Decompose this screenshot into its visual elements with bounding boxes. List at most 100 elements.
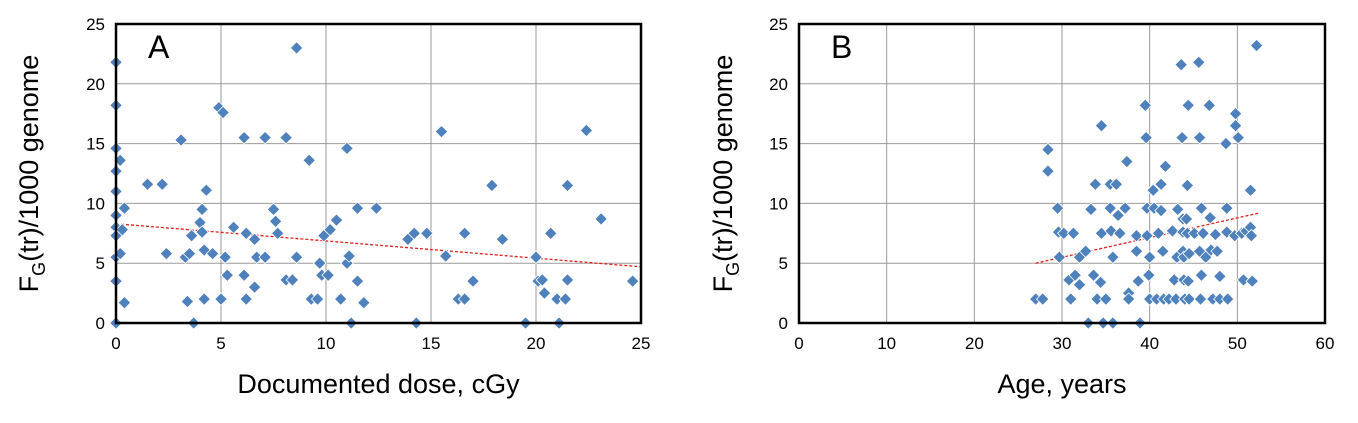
data-point — [258, 250, 272, 264]
data-point — [1174, 57, 1188, 72]
data-point — [1052, 250, 1067, 264]
data-point — [1179, 212, 1194, 226]
data-point — [239, 292, 253, 306]
data-point — [1210, 244, 1224, 259]
data-point — [1220, 292, 1235, 306]
x-tick-label: 10 — [317, 334, 336, 353]
data-point — [1170, 202, 1185, 217]
data-point — [289, 250, 304, 264]
data-point — [182, 246, 197, 261]
data-point — [323, 222, 337, 237]
data-point — [1243, 183, 1258, 198]
data-point — [1193, 292, 1208, 306]
data-point — [369, 201, 384, 215]
y-tick-label: 15 — [86, 135, 105, 154]
data-point — [159, 246, 174, 261]
trendline — [115, 223, 642, 268]
y-axis-title-subscript: G — [723, 262, 743, 276]
data-point — [1129, 244, 1144, 259]
data-point — [1099, 292, 1113, 306]
y-axis-title-rest: (tr)/1000 genome — [14, 55, 44, 262]
data-point — [258, 130, 272, 145]
data-point — [289, 41, 304, 55]
data-point — [1228, 106, 1243, 121]
data-point — [1220, 225, 1234, 239]
y-tick-label: 0 — [779, 314, 788, 333]
data-point — [1120, 154, 1134, 169]
data-point — [1064, 292, 1078, 306]
data-point — [1249, 38, 1264, 53]
x-tick-label: 20 — [965, 334, 984, 353]
x-tick-label: 15 — [422, 334, 441, 353]
data-point — [117, 201, 132, 215]
data-point — [214, 292, 228, 306]
data-point — [434, 124, 449, 139]
data-point — [321, 268, 335, 282]
y-axis-title-rest: (tr)/1000 genome — [708, 55, 738, 262]
data-point — [1088, 177, 1103, 192]
data-point — [1113, 226, 1127, 241]
plot-frame — [114, 22, 643, 325]
data-point — [140, 177, 155, 192]
data-point — [457, 292, 472, 306]
data-point — [1041, 164, 1055, 178]
data-point — [438, 249, 453, 263]
data-point — [1231, 130, 1245, 145]
data-point — [197, 292, 211, 306]
data-point — [535, 273, 550, 287]
y-tick-label: 25 — [86, 15, 105, 34]
data-point — [1181, 98, 1196, 113]
chart-panel-a: 0 5 10 15 20 25 0 5 10 15 20 25 A Documented dose, cG… — [14, 15, 650, 399]
data-point — [1138, 98, 1153, 113]
data-point — [485, 178, 499, 193]
data-point — [1109, 177, 1124, 192]
data-point — [1203, 210, 1217, 225]
data-point — [1180, 178, 1195, 193]
data-point — [529, 250, 543, 264]
data-point — [237, 268, 251, 282]
data-point — [268, 214, 283, 229]
data-point — [239, 226, 253, 241]
data-point — [558, 292, 573, 306]
data-point — [1086, 268, 1101, 282]
data-point — [1050, 201, 1065, 215]
data-point — [279, 130, 293, 145]
y-axis-title-main: F — [708, 276, 738, 293]
data-point — [216, 105, 230, 120]
data-point — [1106, 250, 1120, 264]
data-point — [1093, 275, 1108, 290]
data-point — [560, 178, 575, 193]
data-point — [350, 201, 365, 215]
y-tick-label: 20 — [86, 75, 105, 94]
data-point — [1094, 226, 1109, 241]
data-point — [184, 228, 199, 243]
x-tick-label: 30 — [1053, 334, 1072, 353]
data-point — [1121, 292, 1136, 306]
y-axis-title-subscript: G — [29, 262, 49, 276]
data-point — [350, 274, 365, 288]
data-point — [312, 256, 327, 270]
data-point — [1236, 273, 1251, 287]
data-point — [560, 273, 575, 287]
y-tick-label: 20 — [769, 75, 788, 94]
data-point — [420, 226, 434, 241]
data-point — [1146, 183, 1160, 198]
data-point — [117, 295, 132, 310]
y-tick-label: 15 — [769, 135, 788, 154]
data-point — [1158, 159, 1173, 174]
data-point — [1131, 274, 1146, 288]
data-point — [543, 226, 558, 241]
data-point — [1068, 268, 1082, 282]
data-point — [1245, 274, 1260, 288]
data-point — [1129, 228, 1144, 243]
data-point — [329, 213, 344, 227]
data-point — [310, 292, 325, 306]
data-point — [1181, 274, 1196, 288]
y-tick-label: 5 — [96, 254, 105, 273]
data-point — [1192, 130, 1207, 145]
data-point — [1103, 201, 1117, 215]
data-point — [1244, 228, 1259, 243]
data-point — [1140, 228, 1154, 243]
data-point — [1154, 203, 1168, 218]
